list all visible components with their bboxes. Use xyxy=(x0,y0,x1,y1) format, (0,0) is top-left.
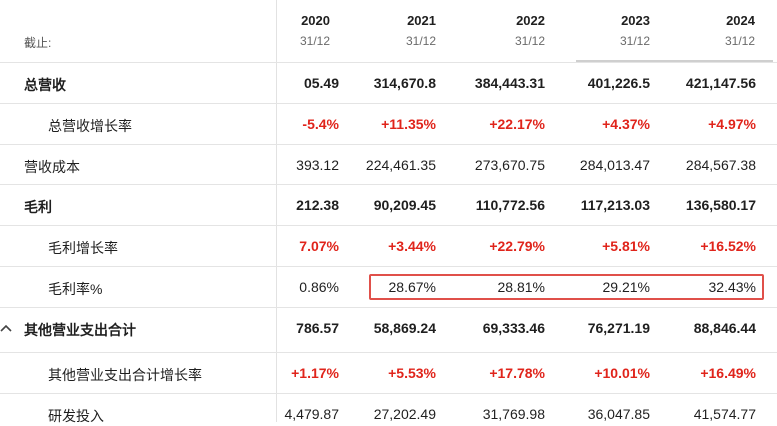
table-cell: 28.81% xyxy=(497,279,545,295)
table-cell: 32.43% xyxy=(708,279,756,295)
table-cell: 284,567.38 xyxy=(685,157,756,173)
clipped-cell: 4,479.87 xyxy=(277,394,340,423)
horizontal-scrollbar[interactable] xyxy=(576,60,773,63)
clipped-cell: +1.17% xyxy=(277,353,339,394)
clipped-cell: 7.07% xyxy=(277,226,339,267)
column-date: 31/12 xyxy=(724,34,755,48)
table-cell: +17.78% xyxy=(489,365,545,381)
table-cell: 224,461.35 xyxy=(365,157,436,173)
table-cell: 27,202.49 xyxy=(373,406,436,422)
table-cell: 7.07% xyxy=(299,238,339,254)
column-year: 2023 xyxy=(621,13,650,28)
column-header-2024[interactable]: 2024 31/12 xyxy=(695,0,755,62)
table-cell: 31,769.98 xyxy=(482,406,545,422)
clipped-cell: -5.4% xyxy=(277,104,339,145)
collapse-chevron-icon[interactable] xyxy=(0,321,12,336)
column-year: 2020 xyxy=(301,13,330,28)
frozen-column-divider xyxy=(276,0,277,422)
table-cell: +10.01% xyxy=(594,365,650,381)
column-header-2022[interactable]: 2022 31/12 xyxy=(480,0,545,62)
row-label: 毛利 xyxy=(24,199,52,215)
table-cell: 90,209.45 xyxy=(373,197,436,213)
table-cell: +5.53% xyxy=(388,365,436,381)
clipped-cell: 05.49 xyxy=(277,63,339,104)
row-label: 其他营业支出合计增长率 xyxy=(48,367,202,383)
column-year: 2021 xyxy=(407,13,436,28)
table-header: 截止: 2020 31/12 2021 31/12 2022 31/12 202… xyxy=(0,0,777,62)
table-cell: 284,013.47 xyxy=(579,157,650,173)
table-cell: +4.37% xyxy=(602,116,650,132)
table-cell: -5.4% xyxy=(302,116,339,132)
row-label: 毛利率% xyxy=(48,281,103,297)
row-label: 其他营业支出合计 xyxy=(24,322,136,338)
table-cell: +1.17% xyxy=(291,365,339,381)
clipped-cell: 393.12 xyxy=(277,145,339,186)
table-cell: 136,580.17 xyxy=(685,197,756,213)
table-cell: +16.49% xyxy=(700,365,756,381)
table-row[interactable]: 研发投入 4,479.87 27,202.49 31,769.98 36,047.85 4… xyxy=(0,393,777,424)
table-cell: 314,670.8 xyxy=(373,75,436,91)
row-label: 营收成本 xyxy=(24,159,80,175)
table-cell: 110,772.56 xyxy=(475,197,545,213)
table-row[interactable]: 其他营业支出合计 786.57 58,869.24 69,333.46 76,271.1… xyxy=(0,307,777,349)
column-header-2021[interactable]: 2021 31/12 xyxy=(380,0,436,62)
row-label: 毛利增长率 xyxy=(48,240,118,256)
column-header-2023[interactable]: 2023 31/12 xyxy=(590,0,650,62)
table-row[interactable]: 毛利率% 0.86% 28.67% 28.81% 29.21% 32.43% xyxy=(0,266,777,308)
table-cell: 273,670.75 xyxy=(474,157,545,173)
table-cell: +3.44% xyxy=(388,238,436,254)
highlight-box xyxy=(369,274,764,300)
table-cell: 421,147.56 xyxy=(685,75,756,91)
cutoff-label: 截止: xyxy=(24,36,52,50)
column-date: 31/12 xyxy=(619,34,650,48)
column-date: 31/12 xyxy=(514,34,545,48)
table-row[interactable]: 营收成本 393.12 224,461.35 273,670.75 284,013.47… xyxy=(0,144,777,186)
column-header-2020[interactable]: 2020 31/12 xyxy=(290,0,330,62)
table-cell: 28.67% xyxy=(388,279,436,295)
table-cell: +16.52% xyxy=(700,238,756,254)
table-cell: 58,869.24 xyxy=(373,320,436,336)
clipped-cell: 0.86% xyxy=(277,267,339,308)
table-cell: 117,213.03 xyxy=(580,197,650,213)
table-row[interactable]: 毛利增长率 7.07% +3.44% +22.79% +5.81% +16.52% xyxy=(0,225,777,267)
row-label: 总营收增长率 xyxy=(48,118,132,134)
table-row[interactable]: 毛利 212.38 90,209.45 110,772.56 117,213.03 136… xyxy=(0,184,777,226)
table-cell: 05.49 xyxy=(303,75,339,91)
table-cell: 786.57 xyxy=(296,320,339,336)
column-year: 2022 xyxy=(516,13,545,28)
table-cell: 88,846.44 xyxy=(693,320,756,336)
table-row[interactable]: 总营收 05.49 314,670.8 384,443.31 401,226.5 421,… xyxy=(0,62,777,104)
row-label: 研发投入 xyxy=(48,408,104,424)
table-cell: +4.97% xyxy=(708,116,756,132)
table-row[interactable]: 其他营业支出合计增长率 +1.17% +5.53% +17.78% +10.01% +16… xyxy=(0,352,777,394)
table-cell: 41,574.77 xyxy=(693,406,756,422)
row-label: 总营收 xyxy=(24,77,66,93)
clipped-cell: 212.38 xyxy=(277,185,339,226)
table-cell: +22.79% xyxy=(489,238,545,254)
table-cell: 393.12 xyxy=(296,157,339,173)
table-cell: 0.86% xyxy=(299,279,339,295)
clipped-cell: 786.57 xyxy=(277,308,339,349)
table-cell: +11.35% xyxy=(381,116,436,132)
column-date: 31/12 xyxy=(405,34,436,48)
table-cell: 4,479.87 xyxy=(284,406,340,422)
table-cell: 76,271.19 xyxy=(587,320,650,336)
table-cell: +22.17% xyxy=(489,116,545,132)
table-cell: 36,047.85 xyxy=(587,406,650,422)
table-cell: 401,226.5 xyxy=(587,75,650,91)
table-cell: 69,333.46 xyxy=(482,320,545,336)
table-cell: +5.81% xyxy=(602,238,650,254)
column-year: 2024 xyxy=(726,13,755,28)
table-cell: 29.21% xyxy=(602,279,650,295)
table-cell: 384,443.31 xyxy=(474,75,545,91)
column-date: 31/12 xyxy=(299,34,330,48)
table-cell: 212.38 xyxy=(296,197,339,213)
table-row[interactable]: 总营收增长率 -5.4% +11.35% +22.17% +4.37% +4.97% xyxy=(0,103,777,145)
